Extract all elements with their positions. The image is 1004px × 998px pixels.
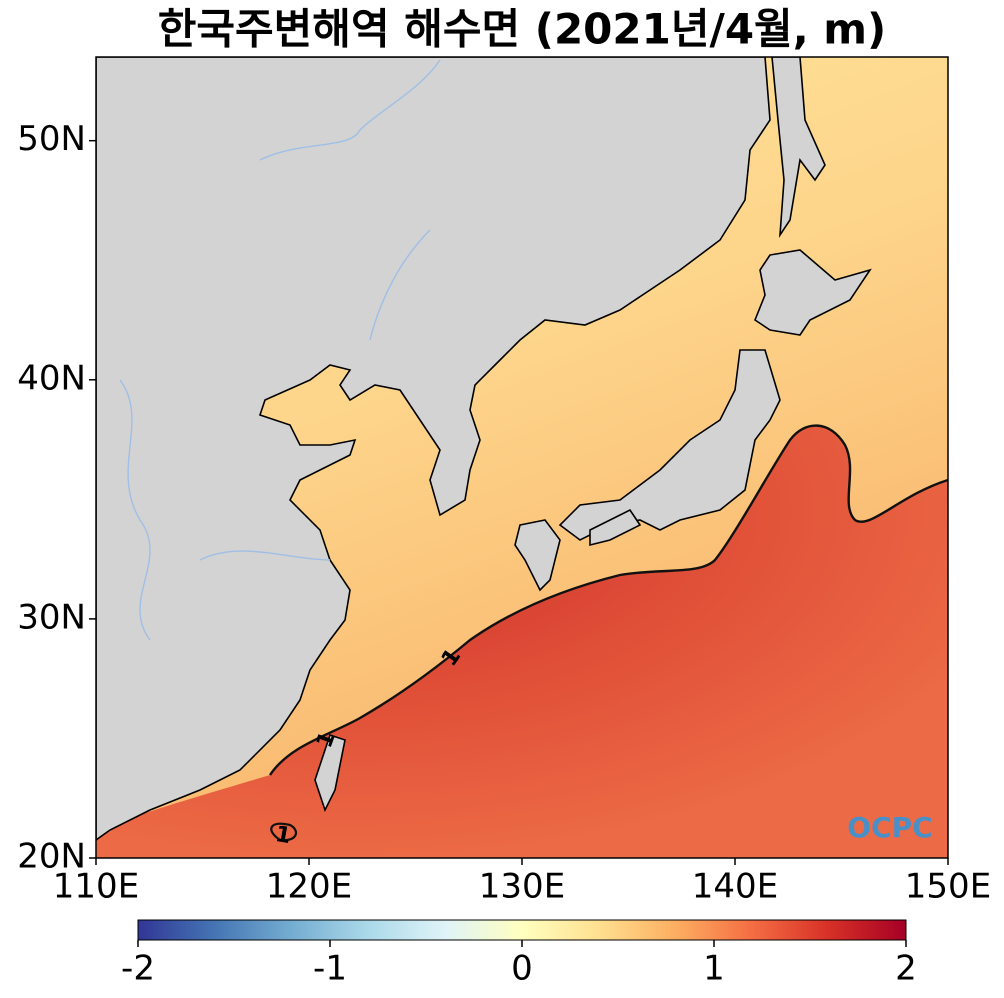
shikoku xyxy=(589,508,642,547)
contour-line xyxy=(269,424,948,776)
hokkaido xyxy=(754,249,872,336)
mainland xyxy=(96,57,771,841)
x-tick-label: 150E xyxy=(905,867,991,907)
river xyxy=(119,59,441,641)
warm-region xyxy=(96,425,948,858)
x-tick-label: 140E xyxy=(692,867,778,907)
colorbar-tick-label: -2 xyxy=(121,949,155,989)
x-tick-label: 120E xyxy=(266,867,352,907)
x-tick-label: 130E xyxy=(479,867,565,907)
colorbar xyxy=(137,919,907,941)
y-tick-label: 20N xyxy=(17,837,86,877)
y-tick-label: 30N xyxy=(17,597,86,637)
y-tick-label: 40N xyxy=(17,358,86,398)
y-tick-label: 50N xyxy=(17,119,86,159)
map-area xyxy=(96,57,948,858)
contour-label: 1 xyxy=(273,822,292,849)
sakhalin xyxy=(771,57,826,238)
colorbar-tick-label: 1 xyxy=(703,949,725,989)
taiwan xyxy=(314,733,346,813)
colorbar-tick-label: 0 xyxy=(511,949,533,989)
x-tick-label: 110E xyxy=(53,867,139,907)
map-title: 한국주변해역 해수면 (2021년/4월, m) xyxy=(158,5,886,54)
logo: OCPC xyxy=(847,811,932,844)
kyushu xyxy=(514,519,561,592)
contour-loop xyxy=(270,822,298,842)
colorbar-tick-label: -1 xyxy=(313,949,347,989)
colorbar-tick-label: 2 xyxy=(895,949,917,989)
